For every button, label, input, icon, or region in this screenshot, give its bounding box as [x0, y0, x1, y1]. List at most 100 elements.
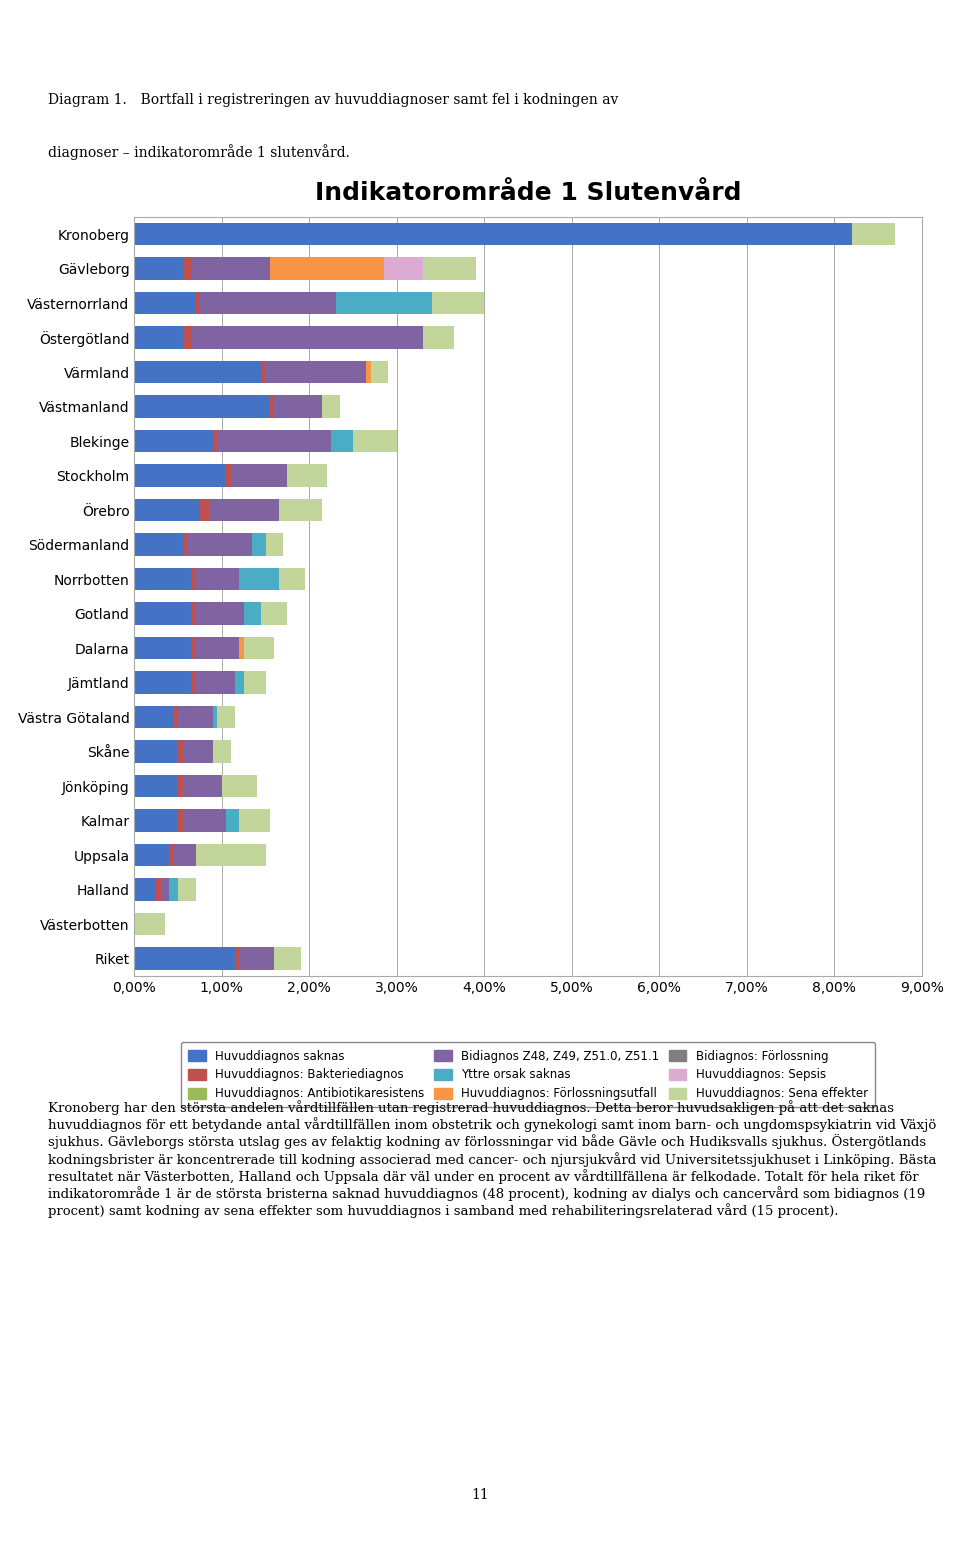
Bar — [134, 291, 196, 314]
Text: diagnoser – indikatorområde 1 slutenvård.: diagnoser – indikatorområde 1 slutenvård… — [48, 144, 349, 160]
Bar — [196, 603, 244, 624]
Bar — [174, 844, 196, 866]
Bar — [134, 465, 227, 486]
Text: 11: 11 — [471, 1487, 489, 1503]
Bar — [852, 223, 896, 245]
Bar — [218, 706, 235, 728]
Bar — [134, 844, 169, 866]
Bar — [134, 706, 174, 728]
Bar — [200, 291, 336, 314]
Bar — [227, 465, 230, 486]
Bar — [134, 637, 191, 660]
Bar — [196, 637, 239, 660]
Bar — [182, 774, 222, 798]
Bar — [134, 533, 182, 556]
Bar — [270, 257, 384, 280]
Bar — [235, 948, 239, 970]
Bar — [239, 637, 244, 660]
Bar — [191, 327, 423, 349]
Bar — [336, 291, 432, 314]
Bar — [244, 671, 266, 694]
Bar — [261, 603, 287, 624]
Bar — [134, 327, 182, 349]
Bar — [278, 568, 305, 590]
Bar — [160, 878, 169, 902]
Bar — [134, 671, 191, 694]
Bar — [213, 431, 218, 452]
Bar — [235, 671, 244, 694]
Bar — [134, 223, 852, 245]
Bar — [134, 948, 235, 970]
Bar — [156, 878, 160, 902]
Bar — [134, 361, 261, 383]
Bar — [191, 257, 270, 280]
Bar — [179, 810, 182, 832]
Bar — [196, 291, 200, 314]
Bar — [432, 291, 484, 314]
Bar — [270, 395, 275, 418]
Bar — [134, 603, 191, 624]
Bar — [213, 706, 218, 728]
Bar — [134, 499, 200, 522]
Bar — [191, 603, 196, 624]
Bar — [423, 327, 454, 349]
Bar — [287, 465, 326, 486]
Bar — [353, 431, 396, 452]
Bar — [423, 257, 475, 280]
Bar — [134, 431, 213, 452]
Bar — [179, 878, 196, 902]
Bar — [196, 568, 239, 590]
Bar — [261, 361, 266, 383]
Bar — [275, 948, 300, 970]
Bar — [182, 810, 227, 832]
Bar — [323, 395, 340, 418]
Bar — [191, 637, 196, 660]
Bar — [331, 431, 353, 452]
Bar — [208, 499, 278, 522]
Bar — [134, 395, 270, 418]
Bar — [179, 706, 213, 728]
Bar — [384, 257, 423, 280]
Bar — [252, 533, 266, 556]
Bar — [134, 810, 179, 832]
Bar — [191, 568, 196, 590]
Bar — [213, 740, 230, 762]
Bar — [169, 878, 179, 902]
Bar — [239, 568, 278, 590]
Bar — [266, 361, 366, 383]
Text: Kronoberg har den största andelen vårdtillfällen utan registrerad huvuddiagnos. : Kronoberg har den största andelen vårdti… — [48, 1100, 937, 1219]
Legend: Huvuddiagnos saknas, Huvuddiagnos: Bakteriediagnos, Huvuddiagnos: Antibiotikares: Huvuddiagnos saknas, Huvuddiagnos: Bakte… — [181, 1042, 875, 1108]
Bar — [134, 568, 191, 590]
Bar — [239, 948, 275, 970]
Bar — [179, 740, 182, 762]
Bar — [222, 774, 257, 798]
Bar — [174, 706, 179, 728]
Bar — [200, 499, 208, 522]
Bar — [182, 740, 213, 762]
Bar — [134, 740, 179, 762]
Bar — [196, 671, 235, 694]
Bar — [169, 844, 174, 866]
Bar — [275, 395, 323, 418]
Bar — [182, 257, 191, 280]
Bar — [366, 361, 371, 383]
Bar — [134, 774, 179, 798]
Bar — [182, 533, 187, 556]
Text: Diagram 1. Bortfall i registreringen av huvuddiagnoser samt fel i kodningen av: Diagram 1. Bortfall i registreringen av … — [48, 93, 618, 107]
Bar — [266, 533, 283, 556]
Bar — [227, 810, 239, 832]
Bar — [278, 499, 323, 522]
Bar — [244, 637, 275, 660]
Bar — [134, 257, 182, 280]
Bar — [371, 361, 388, 383]
Bar — [230, 465, 287, 486]
Title: Indikatorområde 1 Slutenvård: Indikatorområde 1 Slutenvård — [315, 181, 741, 204]
Bar — [196, 844, 266, 866]
Bar — [218, 431, 331, 452]
Bar — [191, 671, 196, 694]
Bar — [187, 533, 252, 556]
Bar — [134, 912, 165, 936]
Bar — [134, 878, 156, 902]
Bar — [244, 603, 261, 624]
Bar — [239, 810, 270, 832]
